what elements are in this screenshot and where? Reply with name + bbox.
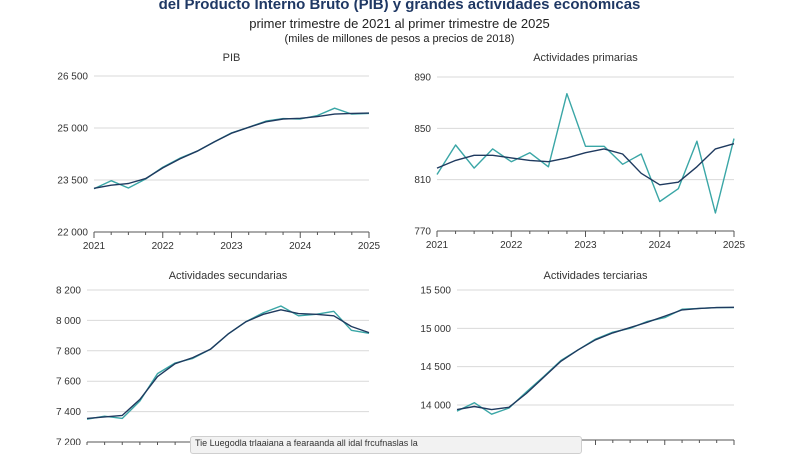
y-tick-label: 23 500 xyxy=(57,176,88,187)
x-tick-label: 2025 xyxy=(723,240,746,251)
y-tick-label: 14 000 xyxy=(420,401,451,412)
panel-title: Actividades terciarias xyxy=(544,270,648,282)
original-series-line xyxy=(456,306,734,415)
y-tick-label: 810 xyxy=(414,175,431,186)
x-tick-label: 2022 xyxy=(500,240,523,251)
panel-title: PIB xyxy=(223,52,241,64)
x-tick-label: 2024 xyxy=(289,241,312,252)
y-tick-label: 7 400 xyxy=(56,407,81,418)
chart-subtitle: primer trimestre de 2021 al primer trime… xyxy=(249,16,550,31)
y-tick-label: 25 000 xyxy=(57,124,88,135)
trend-series-line xyxy=(93,112,370,189)
tooltip-overlay: Tie Luegodla trlaaiana a fearaanda all i… xyxy=(190,436,582,454)
y-tick-label: 770 xyxy=(414,227,431,238)
y-tick-label: 7 200 xyxy=(56,438,81,446)
x-tick-label: 2022 xyxy=(152,241,175,252)
y-tick-label: 7 800 xyxy=(56,346,81,357)
trend-series-line xyxy=(456,306,735,411)
y-tick-label: 26 500 xyxy=(57,72,88,83)
y-tick-label: 850 xyxy=(414,124,431,135)
y-tick-label: 8 000 xyxy=(56,316,81,327)
original-series-line xyxy=(86,305,370,420)
chart-panel-3: Actividades secundarias 7 200 7 400 7 600 7 … xyxy=(56,270,370,446)
chart-title: del Producto Interno Bruto (PIB) y grand… xyxy=(158,0,641,13)
original-series-line xyxy=(93,107,370,190)
y-tick-label: 14 500 xyxy=(420,362,451,373)
trend-series-line xyxy=(86,309,370,420)
chart-units-note: (miles de millones de pesos a precios de… xyxy=(284,33,515,45)
y-tick-label: 15 500 xyxy=(420,286,451,297)
y-tick-label: 890 xyxy=(414,73,431,84)
y-tick-label: 15 000 xyxy=(420,324,451,335)
panel-title: Actividades secundarias xyxy=(169,270,288,282)
chart-panel-4: Actividades terciarias 14 000 14 500 15 000… xyxy=(420,270,735,445)
x-tick-label: 2023 xyxy=(574,240,597,251)
y-tick-label: 22 000 xyxy=(57,228,88,239)
x-tick-label: 2021 xyxy=(83,241,106,252)
chart-panel-2: Actividades primarias 770 810 850 890 2021 202… xyxy=(414,52,745,251)
chart-panel-1: PIB 22 000 23 500 25 000 26 500 2021 2022 2023 2… xyxy=(57,52,380,252)
y-tick-label: 7 600 xyxy=(56,377,81,388)
trend-series-line xyxy=(436,143,735,186)
x-tick-label: 2024 xyxy=(649,240,672,251)
x-tick-label: 2021 xyxy=(426,240,449,251)
x-tick-label: 2025 xyxy=(358,241,381,252)
y-tick-label: 8 200 xyxy=(56,286,81,297)
x-tick-label: 2023 xyxy=(220,241,243,252)
panel-title: Actividades primarias xyxy=(533,52,638,64)
